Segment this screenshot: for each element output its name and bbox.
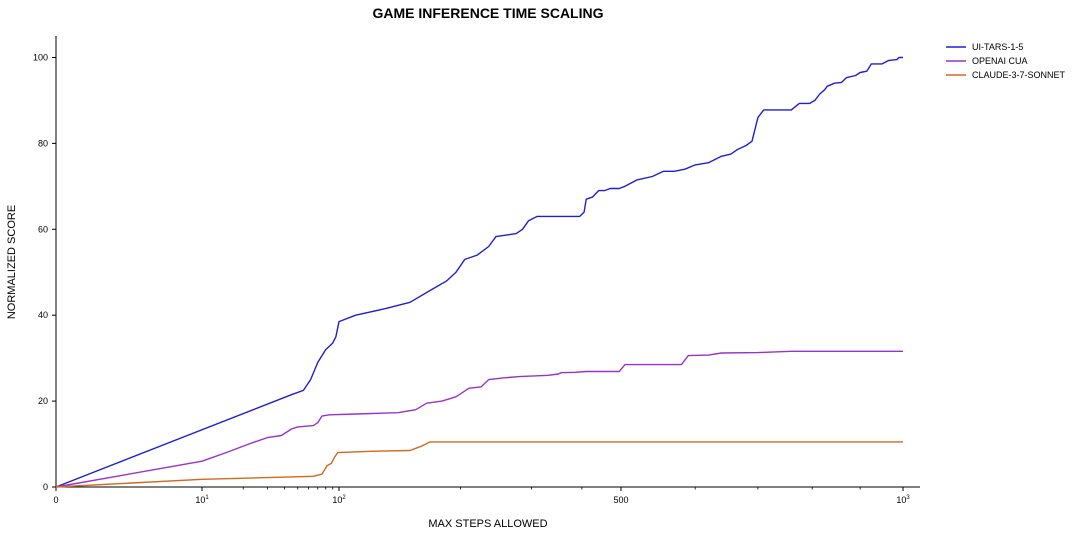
- x-tick-label: 0: [53, 495, 58, 505]
- legend-label: OPENAI CUA: [972, 56, 1028, 66]
- x-tick-label: 102: [332, 495, 346, 505]
- series-line-2: [55, 350, 903, 488]
- x-axis-ticks: 0 101 102 500 103: [53, 487, 910, 505]
- y-tick-label: 40: [38, 310, 48, 320]
- legend: UI-TARS-1-5 OPENAI CUA CLAUDE-3-7-SONNET: [946, 42, 1066, 80]
- y-tick-label: 60: [38, 224, 48, 234]
- legend-label: CLAUDE-3-7-SONNET: [972, 70, 1066, 80]
- y-tick-label: 20: [38, 396, 48, 406]
- x-tick-label: 103: [896, 495, 910, 505]
- legend-label: UI-TARS-1-5: [972, 42, 1023, 52]
- series-line-1: [55, 56, 903, 488]
- y-axis-label: NORMALIZED SCORE: [6, 205, 18, 319]
- series-line-3: [55, 441, 903, 488]
- x-tick-label: 500: [613, 495, 628, 505]
- y-tick-label: 100: [33, 52, 48, 62]
- x-tick-label: 101: [195, 495, 209, 505]
- x-axis-label: MAX STEPS ALLOWED: [428, 518, 547, 530]
- series-lines: [55, 56, 903, 488]
- y-tick-label: 0: [43, 482, 48, 492]
- y-tick-label: 80: [38, 138, 48, 148]
- y-axis-ticks: 0 20 40 60 80 100: [33, 52, 56, 492]
- chart-title: GAME INFERENCE TIME SCALING: [372, 5, 603, 21]
